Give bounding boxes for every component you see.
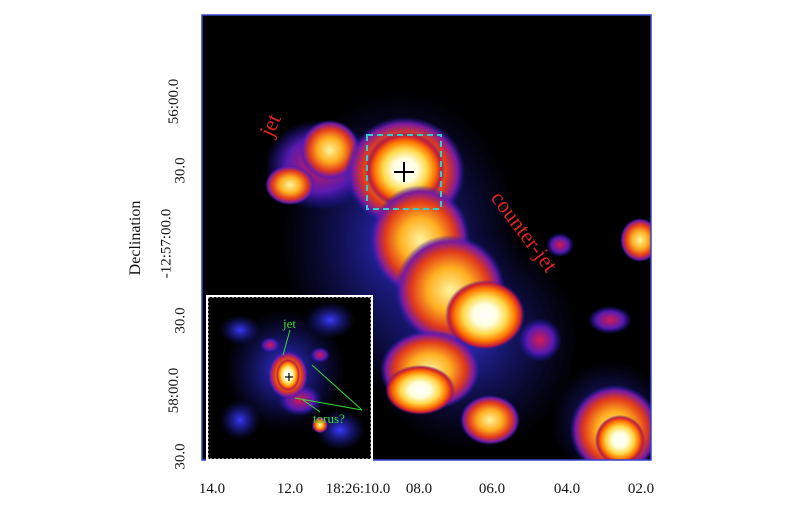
inset-torus-label: torus? [313, 411, 345, 426]
x-tick-label: 02.0 [627, 481, 655, 497]
x-tick-label: 06.0 [478, 481, 506, 497]
core-cross-marker [394, 162, 414, 182]
emission-map [265, 90, 651, 460]
x-tick-label: 04.0 [553, 481, 581, 497]
y-tick-label: 56:00.0 [166, 78, 183, 125]
inset-panel: jet torus? [206, 295, 373, 461]
y-axis-title: Declination [127, 200, 144, 276]
core-box [366, 134, 442, 210]
image-frame [201, 14, 652, 461]
x-tick-label: 12.0 [276, 481, 304, 497]
x-tick-label: 08.0 [405, 481, 433, 497]
y-tick-label: 30.0 [172, 443, 189, 470]
x-tick-label: 18:26:10.0 [325, 481, 391, 497]
y-tick-label: 30.0 [172, 307, 189, 334]
x-tick-label: 14.0 [198, 481, 226, 497]
y-tick-label: 58:00.0 [166, 367, 183, 414]
inset-jet-label: jet [282, 316, 296, 331]
y-tick-label: 30.0 [172, 157, 189, 184]
y-tick-label: -12:57:00.0 [158, 208, 175, 279]
